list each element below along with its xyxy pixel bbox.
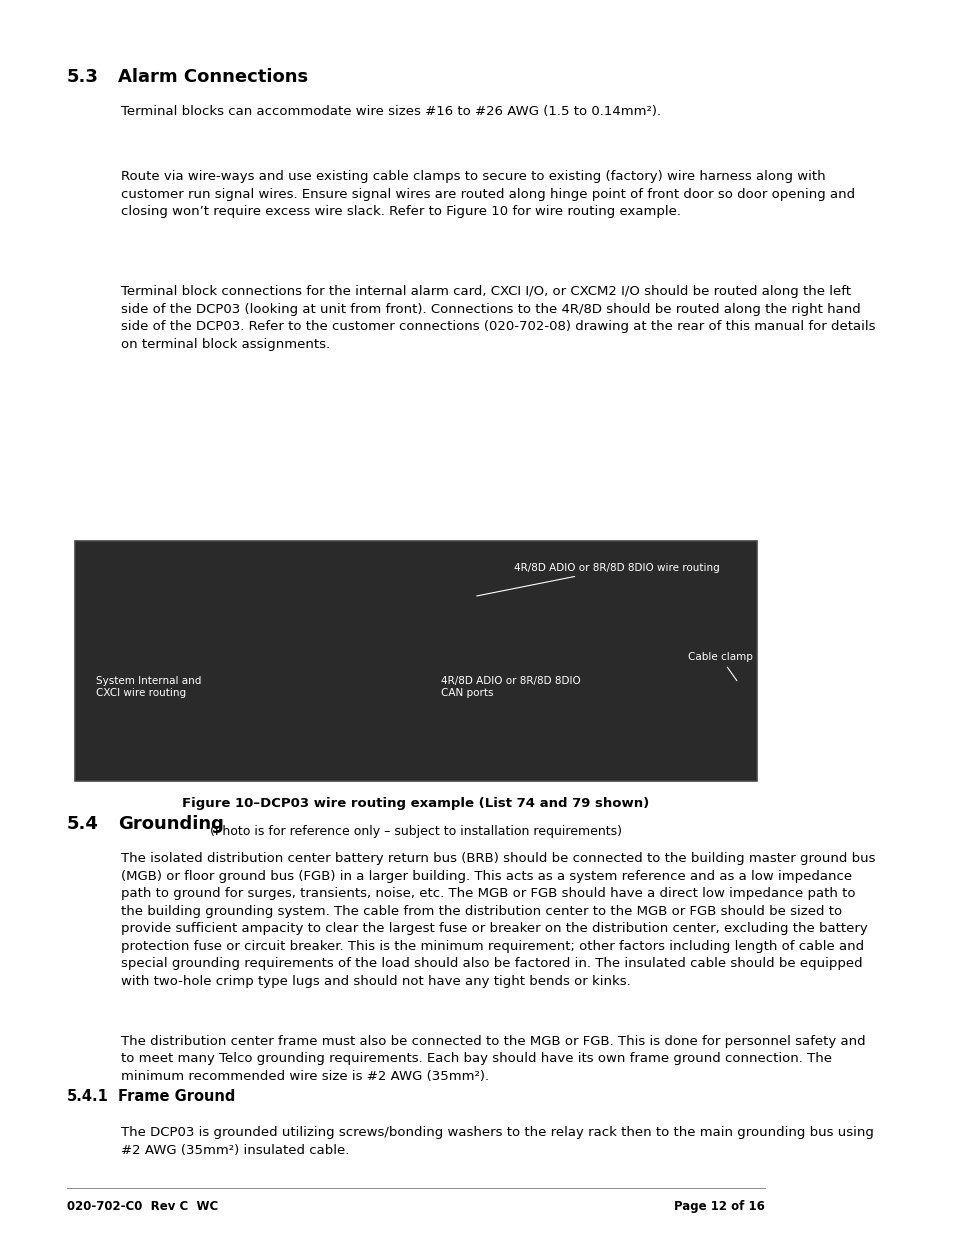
Text: The isolated distribution center battery return bus (BRB) should be connected to: The isolated distribution center battery… — [120, 852, 874, 988]
Text: 5.4: 5.4 — [67, 815, 98, 834]
Text: 4R/8D ADIO or 8R/8D 8DIO
CAN ports: 4R/8D ADIO or 8R/8D 8DIO CAN ports — [440, 676, 580, 698]
Text: Terminal blocks can accommodate wire sizes #16 to #26 AWG (1.5 to 0.14mm²).: Terminal blocks can accommodate wire siz… — [120, 105, 660, 119]
Text: 5.4.1: 5.4.1 — [67, 1089, 109, 1104]
Text: Grounding: Grounding — [118, 815, 224, 834]
Text: Alarm Connections: Alarm Connections — [118, 68, 308, 86]
Text: System Internal and
CXCI wire routing: System Internal and CXCI wire routing — [95, 676, 201, 698]
Text: (Photo is for reference only – subject to installation requirements): (Photo is for reference only – subject t… — [210, 825, 621, 839]
FancyBboxPatch shape — [74, 541, 756, 781]
Text: Figure 10–DCP03 wire routing example (List 74 and 79 shown): Figure 10–DCP03 wire routing example (Li… — [182, 797, 649, 810]
Text: Cable clamp: Cable clamp — [687, 652, 752, 680]
Text: Terminal block connections for the internal alarm card, CXCI I/O, or CXCM2 I/O s: Terminal block connections for the inter… — [120, 285, 874, 351]
Text: 4R/8D ADIO or 8R/8D 8DIO wire routing: 4R/8D ADIO or 8R/8D 8DIO wire routing — [476, 563, 719, 597]
Text: Frame Ground: Frame Ground — [118, 1089, 235, 1104]
Text: The DCP03 is grounded utilizing screws/bonding washers to the relay rack then to: The DCP03 is grounded utilizing screws/b… — [120, 1126, 873, 1157]
Text: Route via wire-ways and use existing cable clamps to secure to existing (factory: Route via wire-ways and use existing cab… — [120, 170, 854, 219]
Text: Page 12 of 16: Page 12 of 16 — [674, 1200, 764, 1214]
Text: 5.3: 5.3 — [67, 68, 98, 86]
Text: The distribution center frame must also be connected to the MGB or FGB. This is : The distribution center frame must also … — [120, 1035, 864, 1083]
Text: 020-702-C0  Rev C  WC: 020-702-C0 Rev C WC — [67, 1200, 217, 1214]
